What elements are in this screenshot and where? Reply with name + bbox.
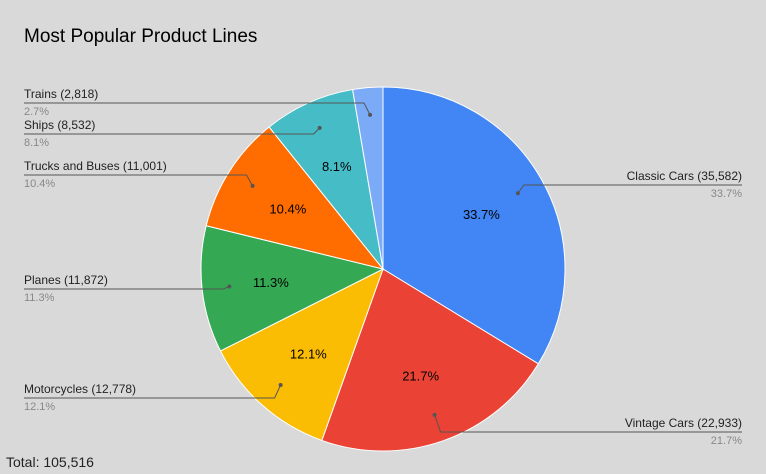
slice-callout-name: Trains (2,818): [24, 87, 98, 101]
slice-callout-name: Trucks and Buses (11,001): [24, 159, 167, 173]
slice-percent-labels: 33.7% 21.7% 12.1% 11.3% 10.4% 8.1%: [253, 159, 500, 383]
slice-callout-percent: 33.7%: [711, 188, 742, 200]
slice-callout-percent: 10.4%: [24, 178, 55, 190]
slice-percent-label: 8.1%: [322, 159, 352, 174]
pie-slice-planes: [200, 225, 385, 352]
leader-line: [24, 102, 371, 116]
leader-line: [24, 384, 282, 399]
slice-percent-label: 33.7%: [463, 207, 500, 222]
slice-callout-percent: 8.1%: [24, 137, 49, 149]
leader-line: [24, 286, 230, 290]
leader-line: [24, 174, 253, 187]
leader-lines: [24, 102, 742, 433]
pie-slice-vintage-cars: [321, 268, 540, 452]
slice-callout-name: Ships (8,532): [24, 118, 95, 132]
leader-line: [434, 414, 742, 433]
slice-percent-label: 21.7%: [402, 368, 439, 383]
slice-callout-percent: 11.3%: [24, 292, 55, 304]
pie-slice-trucks-and-buses: [205, 126, 385, 270]
slice-callout-percent: 12.1%: [24, 401, 55, 413]
leader-line: [24, 127, 321, 135]
leader-anchor-dot: [368, 112, 373, 117]
slice-callout-percent: 2.7%: [24, 106, 49, 118]
slice-callout-labels: Classic Cars (35,582) 33.7% Vintage Cars (…: [24, 87, 742, 447]
slice-percent-label: 10.4%: [269, 201, 306, 216]
leader-anchor-dot: [515, 191, 520, 196]
slice-callout-name: Motorcycles (12,778): [24, 382, 136, 396]
slice-callout-name: Planes (11,872): [24, 273, 108, 287]
leader-anchor-dot: [227, 284, 232, 289]
slice-callout-percent: 21.7%: [711, 435, 742, 447]
slice-callout-name: Classic Cars (35,582): [627, 169, 742, 183]
leader-anchor-dot: [432, 412, 437, 417]
slice-percent-label: 12.1%: [290, 347, 327, 362]
pie-slices: [200, 86, 566, 452]
leader-anchor-dot: [317, 125, 322, 130]
leader-anchor-dot: [278, 382, 283, 387]
leader-anchor-dot: [250, 183, 255, 188]
leader-line: [517, 184, 742, 194]
slice-callout-name: Vintage Cars (22,933): [625, 416, 742, 430]
pie-slice-classic-cars: [382, 86, 566, 365]
slice-percent-label: 11.3%: [253, 275, 289, 290]
pie-slice-trains: [352, 86, 384, 270]
total-label: Total: 105,516: [6, 454, 94, 470]
chart-title: Most Popular Product Lines: [24, 26, 257, 47]
